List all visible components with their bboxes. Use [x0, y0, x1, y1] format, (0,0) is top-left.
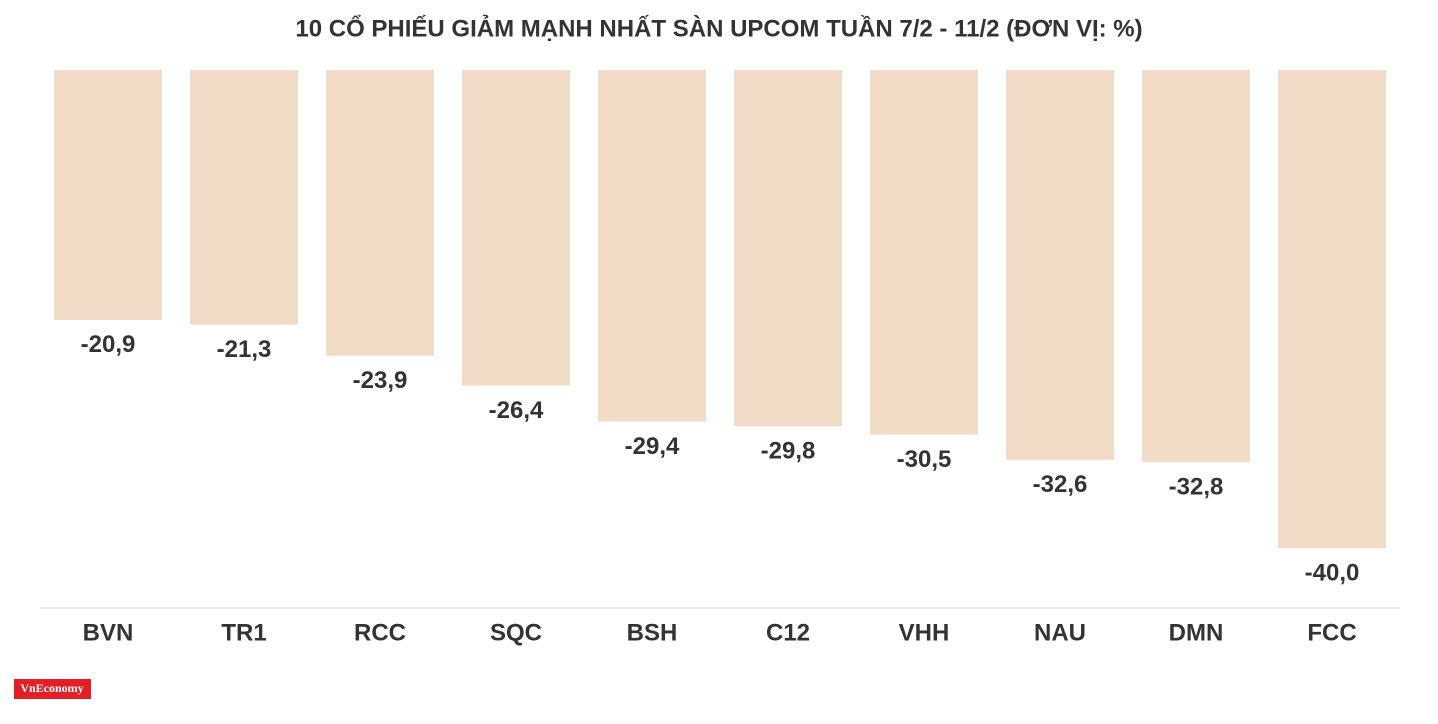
value-label: -29,4 — [625, 433, 680, 460]
bar — [1142, 70, 1250, 463]
bar — [1278, 70, 1386, 549]
bar — [870, 70, 978, 435]
bar — [54, 70, 162, 320]
value-label: -21,3 — [217, 336, 272, 363]
logo — [14, 679, 91, 699]
value-label: -20,9 — [81, 331, 136, 358]
x-tick-label: TR1 — [221, 619, 266, 646]
value-label: -32,6 — [1033, 471, 1088, 498]
value-label: -40,0 — [1305, 560, 1360, 587]
x-tick-label: NAU — [1034, 619, 1086, 646]
x-tick-label: VHH — [899, 619, 950, 646]
chart-title: 10 CỔ PHIẾU GIẢM MẠNH NHẤT SÀN UPCOM TUẦ… — [295, 13, 1142, 42]
bar — [1006, 70, 1114, 460]
bar — [190, 70, 298, 325]
x-tick-label: BSH — [627, 619, 678, 646]
x-tick-label: FCC — [1307, 619, 1356, 646]
value-label: -30,5 — [897, 446, 952, 473]
bar — [598, 70, 706, 422]
x-tick-label: SQC — [490, 619, 542, 646]
bar — [462, 70, 570, 386]
x-tick-label: DMN — [1169, 619, 1224, 646]
bar — [326, 70, 434, 356]
value-label: -32,8 — [1169, 473, 1224, 500]
x-tick-label: C12 — [766, 619, 810, 646]
value-label: -26,4 — [489, 397, 544, 424]
x-tick-label: RCC — [354, 619, 406, 646]
logo-text: VnEconomy — [20, 681, 83, 695]
x-tick-label: BVN — [83, 619, 134, 646]
value-label: -29,8 — [761, 438, 816, 465]
bar — [734, 70, 842, 427]
value-label: -23,9 — [353, 367, 408, 394]
